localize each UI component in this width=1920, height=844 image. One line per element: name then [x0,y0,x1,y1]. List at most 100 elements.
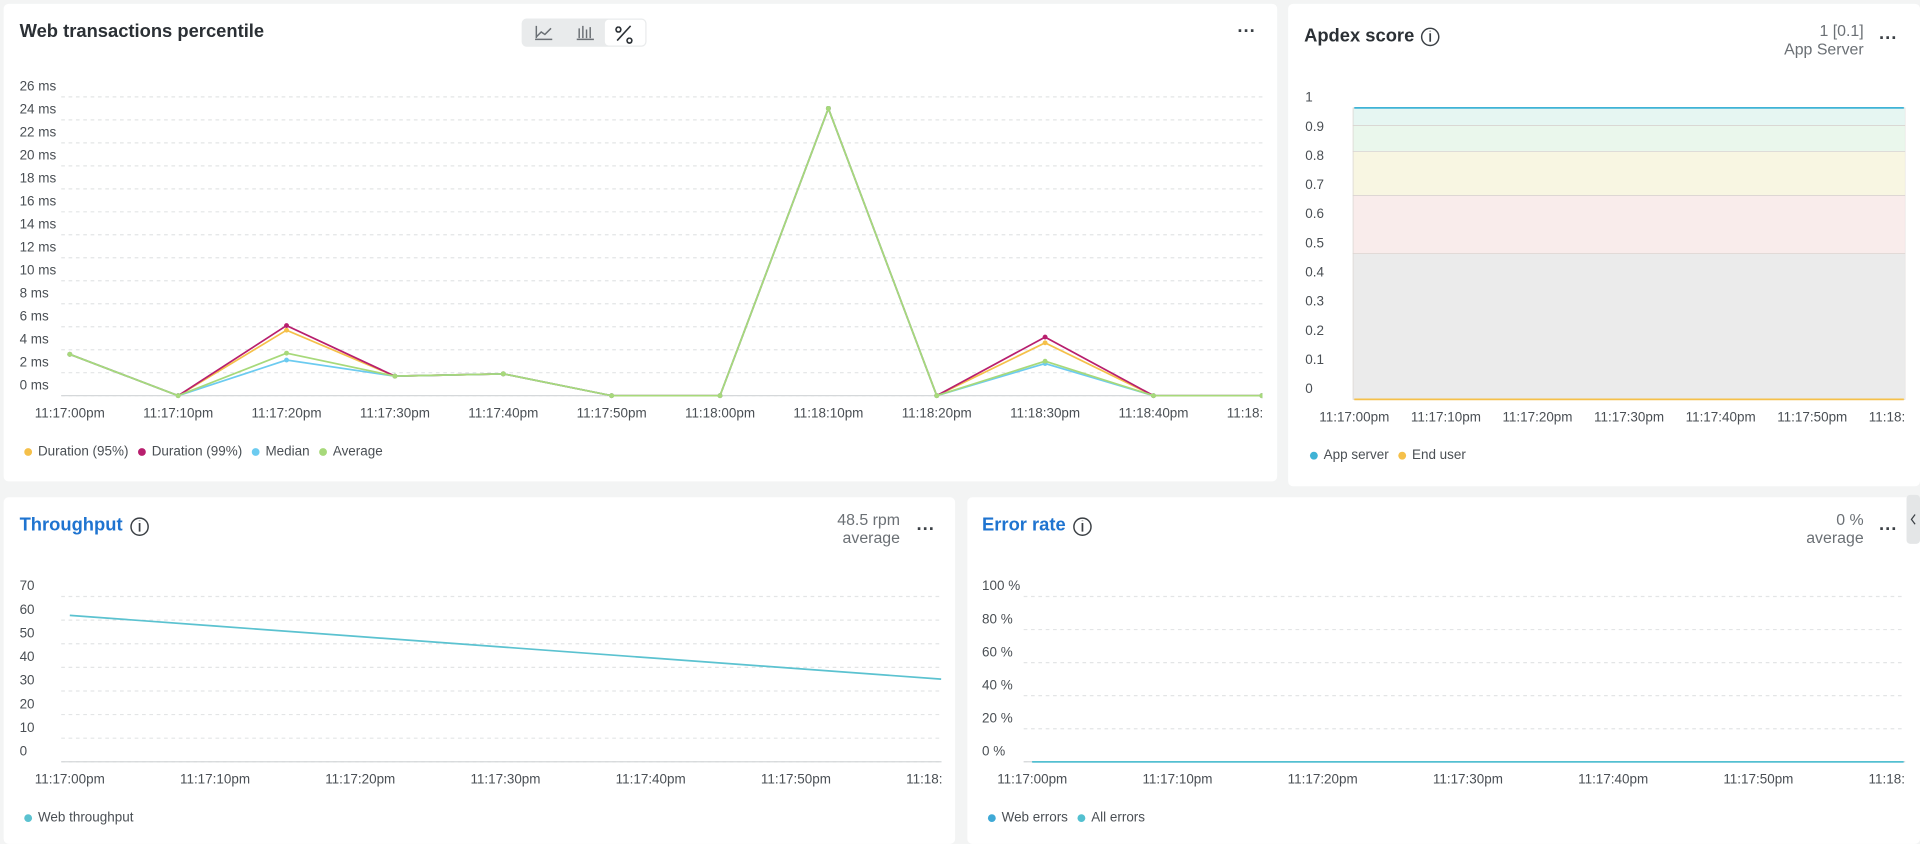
y-tick-label: 22 ms [20,125,57,140]
info-icon[interactable] [1420,27,1440,47]
x-tick-label: 11:17:30pm [1433,772,1503,787]
y-tick-label: 20 [20,696,35,711]
chart-title: Apdex score [1304,25,1414,46]
chart-title[interactable]: Throughput [20,513,123,534]
menu-button[interactable]: ··· [917,518,935,539]
x-tick-label: 11:18:00pm [906,772,976,787]
data-point [934,393,940,399]
chart-title: Web transactions percentile [20,20,265,41]
y-tick-label: 40 [20,649,35,664]
chart-title[interactable]: Error rate [982,513,1066,534]
info-icon[interactable] [130,517,149,536]
data-point [1042,358,1048,364]
apdex-zone [1352,151,1906,196]
y-tick-label: 20 ms [20,148,57,163]
data-point [1151,393,1156,399]
x-tick-label: 11:17:50pm [1777,409,1847,424]
apdex-zone [1352,194,1906,254]
legend-label: All errors [1091,810,1145,825]
legend-label: Web throughput [38,810,134,825]
y-tick-label: 8 ms [20,286,49,301]
data-point [175,393,181,399]
percent-icon[interactable] [615,25,633,44]
x-tick-label: 11:18:50pm [1227,406,1297,421]
legend-swatch [24,814,33,823]
bar-icon[interactable] [576,25,594,41]
y-tick-label: 60 % [982,644,1013,659]
x-tick-label: 11:17:30pm [1594,409,1664,424]
menu-button[interactable]: ··· [1879,518,1897,539]
y-tick-label: 20 % [982,711,1013,726]
legend-label: Web errors [1002,810,1069,825]
x-tick-label: 11:17:50pm [761,772,831,787]
y-tick-label: 12 ms [20,240,57,255]
y-tick-label: 0 [20,744,27,759]
data-point [67,351,73,357]
y-tick-label: 2 ms [20,354,49,369]
x-tick-label: 11:17:40pm [1578,772,1648,787]
legend-swatch [137,448,146,456]
line-icon[interactable] [535,25,553,41]
summary-value: 0 % [1836,512,1863,529]
y-tick-label: 50 [20,625,35,640]
menu-button[interactable]: ··· [1879,27,1897,48]
legend-label: End user [1412,447,1466,462]
legend-swatch [1309,451,1318,460]
y-tick-label: 60 [20,602,35,617]
collapse-tab[interactable] [1906,494,1920,544]
data-point [392,373,398,379]
legend-swatch [1077,814,1086,823]
data-point [717,393,723,399]
x-tick-label: 11:17:50pm [577,406,647,421]
data-point [1259,393,1263,399]
panel [967,497,1920,844]
x-tick-label: 11:17:30pm [470,772,540,787]
menu-button[interactable]: ··· [1237,20,1255,41]
chart: 11:17:00pm 11:17:10pm 11:17:20pm 11:17:30pm… [20,578,976,825]
y-tick-label: 1 [1305,90,1312,105]
y-tick-label: 0.1 [1305,352,1324,367]
y-tick-label: 0 [1305,381,1312,396]
x-tick-label: 11:18:00pm [1869,772,1920,787]
legend-swatch [987,814,996,823]
summary-value: 1 [0.1] [1819,23,1863,40]
y-tick-label: 30 [20,673,35,688]
apdex-zone [1352,125,1906,152]
legend-swatch [1398,451,1407,460]
y-tick-label: 0 ms [20,377,49,392]
data-point [284,323,289,329]
data-point [1042,340,1048,346]
y-tick-label: 0.4 [1305,265,1324,280]
data-point [500,371,506,377]
data-point [1042,334,1048,340]
summary-caption: average [1806,530,1864,547]
x-tick-label: 11:17:20pm [1288,772,1358,787]
x-tick-label: 11:17:10pm [1411,409,1481,424]
x-tick-label: 11:17:20pm [1502,409,1572,424]
data-point [284,357,289,363]
summary-value: 48.5 rpm [837,512,900,529]
chart: 11:17:00pm 11:17:10pm 11:17:20pm 11:17:30pm… [1305,90,1906,462]
x-tick-label: 11:17:40pm [1686,409,1756,424]
info-icon[interactable] [1073,517,1092,536]
y-tick-label: 0.5 [1305,235,1324,250]
x-tick-label: 11:17:20pm [325,772,395,787]
data-point [825,105,831,111]
y-tick-label: 18 ms [20,171,57,186]
x-tick-label: 11:17:10pm [143,406,213,421]
x-tick-label: 11:17:10pm [1142,772,1212,787]
chart-toolbar [521,18,647,47]
x-tick-label: 11:17:00pm [997,772,1067,787]
legend-label: Average [333,444,383,459]
x-tick-label: 11:17:00pm [1319,409,1389,424]
y-tick-label: 0.6 [1305,206,1324,221]
y-tick-label: 80 % [982,611,1013,626]
legend-label: Duration (99%) [152,444,242,459]
x-tick-label: 11:18:00pm [685,406,755,421]
y-tick-label: 16 ms [20,194,57,209]
y-tick-label: 100 % [982,578,1020,593]
panel [3,3,1278,482]
x-tick-label: 11:17:20pm [251,406,321,421]
plot: 11:17:00pm 11:17:10pm 11:17:20pm 11:17:30pm… [35,595,976,787]
data-point [284,350,289,356]
